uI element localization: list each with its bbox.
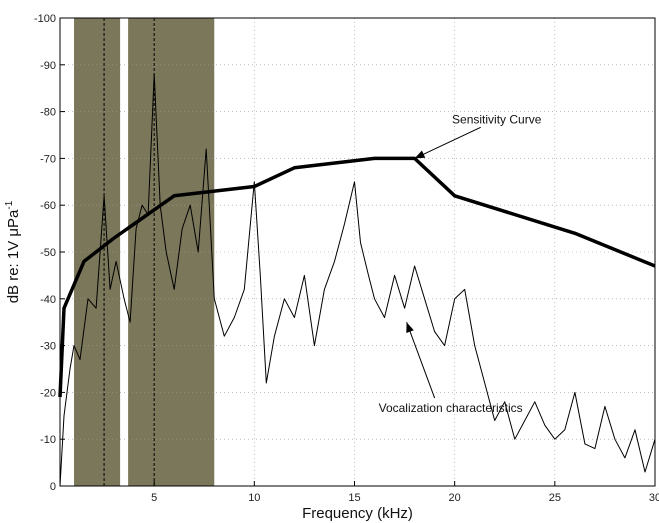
x-tick-label: 25 bbox=[549, 492, 561, 504]
y-tick-label: -60 bbox=[40, 200, 56, 212]
y-tick-label: -30 bbox=[40, 341, 56, 353]
y-tick-labels: 0 -10 -20 -30 -40 -50 -60 -70 -80 -90 -100 bbox=[34, 13, 65, 493]
shaded-band bbox=[74, 18, 125, 486]
dashed-markers bbox=[103, 18, 155, 486]
y-tick-label: -40 bbox=[40, 294, 56, 306]
y-tick-label: -100 bbox=[34, 13, 56, 25]
y-tick-label: -70 bbox=[40, 153, 56, 165]
y-axis-label: dB re: 1V μPa bbox=[5, 209, 22, 303]
x-tick-label: 5 bbox=[151, 492, 157, 504]
series-group bbox=[58, 73, 656, 487]
x-axis-label: Frequency (kHz) bbox=[302, 505, 413, 522]
annotation-label: Vocalization characteristics bbox=[379, 401, 523, 415]
y-tick-label: -90 bbox=[40, 60, 56, 72]
y-axis-label-group: dB re: 1V μPa-1 bbox=[4, 200, 22, 303]
x-tick-label: 10 bbox=[248, 492, 260, 504]
annotation-arrow bbox=[406, 322, 436, 399]
shaded-band bbox=[124, 18, 215, 486]
annotation-label: Sensitivity Curve bbox=[452, 112, 542, 126]
sensitivity-curve-line bbox=[58, 156, 656, 398]
y-axis-label-superscript: -1 bbox=[4, 200, 15, 209]
y-tick-label: -50 bbox=[40, 247, 56, 259]
x-tick-label: 20 bbox=[449, 492, 461, 504]
annotation-arrow bbox=[414, 126, 481, 159]
annotation-arrowhead bbox=[406, 322, 414, 333]
annotations: Sensitivity Curve Vocalization characteri… bbox=[379, 112, 542, 415]
y-tick-label: -80 bbox=[40, 107, 56, 119]
annotation-arrowhead bbox=[414, 150, 426, 159]
x-tick-labels: 5 10 15 20 25 30 bbox=[151, 481, 659, 504]
vocalization-line bbox=[59, 73, 656, 487]
x-tick-label: 15 bbox=[348, 492, 360, 504]
shaded-bands bbox=[74, 18, 215, 486]
y-tick-label: 0 bbox=[50, 481, 56, 493]
y-tick-label: -10 bbox=[40, 434, 56, 446]
y-tick-label: -20 bbox=[40, 387, 56, 399]
x-tick-label: 30 bbox=[649, 492, 659, 504]
svg-text:dB re: 1V μPa-1: dB re: 1V μPa-1 bbox=[4, 200, 22, 303]
